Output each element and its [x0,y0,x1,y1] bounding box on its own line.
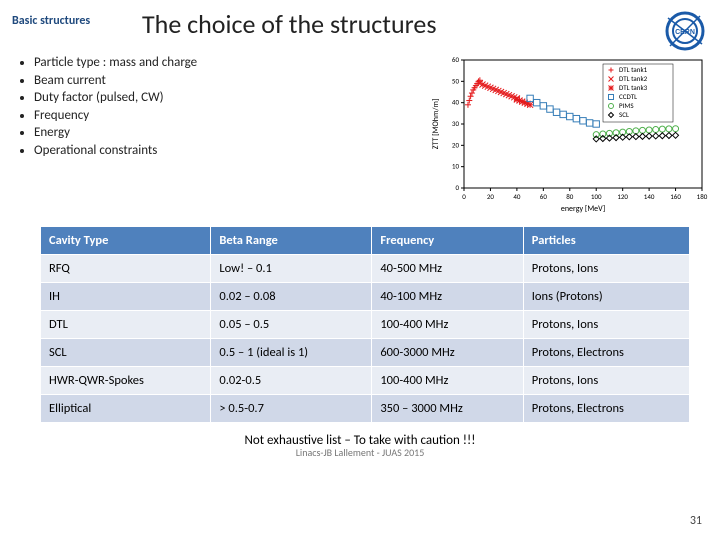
table-cell: Protons, Electrons [523,395,689,423]
table-cell: 40-100 MHz [372,283,523,311]
table-cell: 0.5 – 1 (ideal is 1) [211,339,372,367]
table-cell: Protons, Ions [523,311,689,339]
table-row: DTL0.05 – 0.5100-400 MHzProtons, Ions [41,311,690,339]
svg-text:PIMS: PIMS [619,101,634,110]
svg-text:DTL tank3: DTL tank3 [619,83,648,92]
bullet-list: Particle type : mass and chargeBeam curr… [12,54,418,214]
table-cell: 0.05 – 0.5 [211,311,372,339]
table-cell: Low! – 0.1 [211,255,372,283]
bullet-item: Operational constraints [34,142,418,160]
bullet-item: Frequency [34,107,418,125]
svg-text:180: 180 [697,192,708,201]
svg-text:CERN: CERN [675,29,695,36]
svg-text:40: 40 [513,192,521,201]
page-number: 31 [690,514,702,528]
table-cell: IH [41,283,211,311]
svg-text:80: 80 [566,192,574,201]
svg-text:160: 160 [670,192,681,201]
table-cell: RFQ [41,255,211,283]
table-cell: Protons, Ions [523,367,689,395]
table-cell: 0.02-0.5 [211,367,372,395]
table-header: Frequency [372,227,523,255]
bullet-item: Energy [34,124,418,142]
table-cell: SCL [41,339,211,367]
svg-text:60: 60 [540,192,548,201]
bullet-item: Duty factor (pulsed, CW) [34,89,418,107]
table-row: SCL0.5 – 1 (ideal is 1)600-3000 MHzProto… [41,339,690,367]
svg-text:20: 20 [487,192,495,201]
table-row: IH0.02 – 0.0840-100 MHzIons (Protons) [41,283,690,311]
svg-text:50: 50 [452,76,460,85]
table-header: Cavity Type [41,227,211,255]
bullet-item: Particle type : mass and charge [34,54,418,72]
table-cell: Protons, Electrons [523,339,689,367]
table-header: Beta Range [211,227,372,255]
cavity-table: Cavity TypeBeta RangeFrequencyParticles … [40,226,690,423]
table-cell: 0.02 – 0.08 [211,283,372,311]
table-cell: > 0.5-0.7 [211,395,372,423]
svg-text:60: 60 [452,55,460,64]
svg-text:0: 0 [462,192,466,201]
bullet-item: Beam current [34,72,418,90]
svg-text:20: 20 [452,140,460,149]
svg-text:DTL tank1: DTL tank1 [619,65,648,74]
table-cell: HWR-QWR-Spokes [41,367,211,395]
cern-logo: CERN [662,8,708,54]
breadcrumb: Basic structures [12,8,122,28]
table-cell: 600-3000 MHz [372,339,523,367]
table-cell: Ions (Protons) [523,283,689,311]
table-cell: 350 – 3000 MHz [372,395,523,423]
table-cell: 100-400 MHz [372,311,523,339]
svg-text:10: 10 [452,162,460,171]
table-cell: Elliptical [41,395,211,423]
svg-text:40: 40 [452,98,460,107]
svg-text:0: 0 [455,183,459,192]
svg-text:energy [MeV]: energy [MeV] [561,204,605,214]
table-cell: DTL [41,311,211,339]
svg-text:ZTT [MOhm/m]: ZTT [MOhm/m] [431,99,441,150]
page-title: The choice of the structures [122,8,662,40]
table-cell: 40-500 MHz [372,255,523,283]
table-row: RFQLow! – 0.140-500 MHzProtons, Ions [41,255,690,283]
svg-text:100: 100 [591,192,602,201]
svg-text:120: 120 [617,192,628,201]
ztt-energy-chart: 0 20 40 60 80 100 120 140 160 180 0 10 20 30 40 50 60 ene… [428,54,708,214]
table-row: HWR-QWR-Spokes0.02-0.5100-400 MHzProtons… [41,367,690,395]
table-header: Particles [523,227,689,255]
table-row: Elliptical> 0.5-0.7350 – 3000 MHzProtons… [41,395,690,423]
footnote-sub: Linacs-JB Lallement - JUAS 2015 [0,446,720,459]
table-cell: Protons, Ions [523,255,689,283]
svg-text:CCDTL: CCDTL [619,92,637,101]
svg-text:30: 30 [452,119,460,128]
footnote: Not exhaustive list – To take with cauti… [0,433,720,459]
svg-text:140: 140 [644,192,655,201]
table-cell: 100-400 MHz [372,367,523,395]
svg-text:SCL: SCL [619,110,629,119]
svg-text:DTL tank2: DTL tank2 [619,74,648,83]
